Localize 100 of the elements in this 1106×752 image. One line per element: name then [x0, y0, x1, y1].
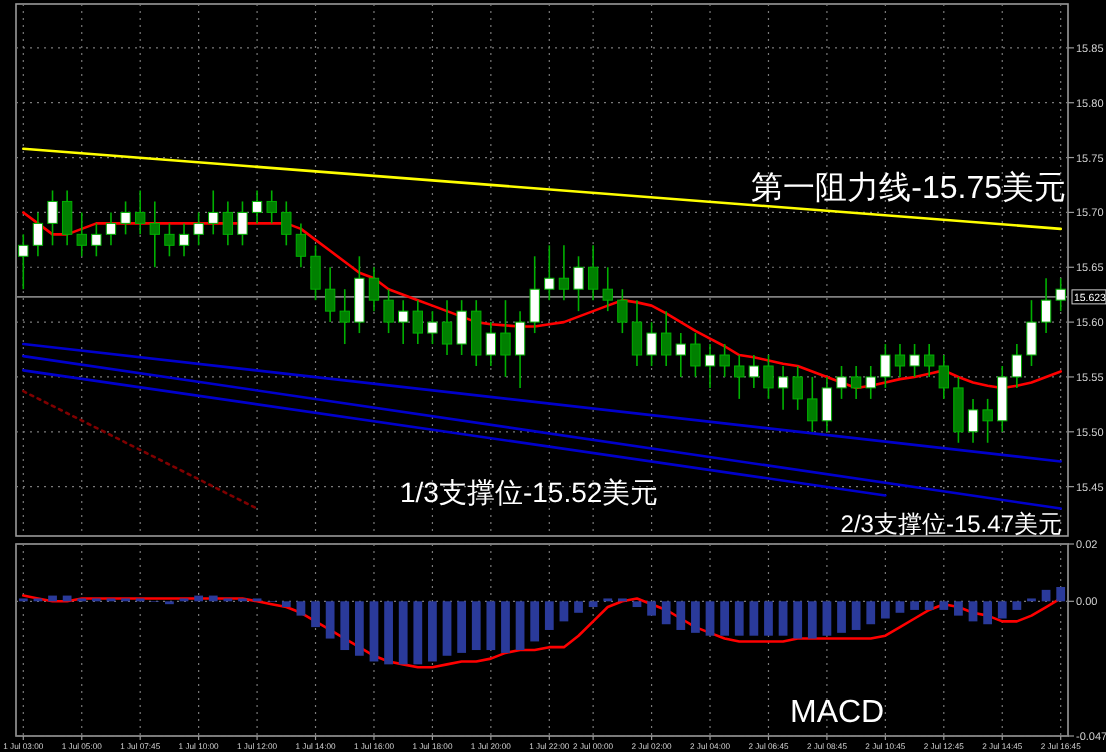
bar: [471, 601, 481, 651]
bar: [997, 601, 1007, 619]
bar: [661, 601, 671, 625]
candlestick: [558, 244, 570, 301]
candlestick: [704, 343, 716, 389]
candlestick: [836, 365, 847, 400]
bar: [939, 601, 949, 610]
bar: [647, 601, 656, 616]
bar: [968, 601, 978, 622]
candlestick: [602, 266, 613, 312]
bar: [837, 601, 846, 633]
bar: [1012, 601, 1022, 610]
candlestick: [61, 189, 73, 247]
candlestick: [690, 332, 701, 378]
candlestick: [456, 299, 467, 356]
candlestick: [251, 189, 263, 225]
candlestick: [617, 288, 628, 334]
candlestick: [178, 222, 190, 258]
bar: [720, 601, 730, 636]
bar: [354, 601, 364, 656]
candlestick: [807, 376, 818, 433]
candlestick: [1040, 277, 1052, 334]
bar: [983, 601, 993, 625]
bar: [48, 595, 57, 602]
bar: [340, 601, 350, 651]
bar: [764, 601, 773, 636]
bar: [749, 601, 759, 636]
bar: [880, 601, 890, 619]
candlestick: [354, 255, 365, 334]
candlestick: [734, 354, 745, 400]
bar: [544, 601, 554, 630]
candlestick: [529, 255, 540, 334]
candlestick: [763, 354, 774, 400]
candlestick: [324, 266, 336, 323]
bar: [910, 601, 919, 610]
candlestick: [368, 266, 380, 312]
bar: [705, 601, 715, 636]
candlestick: [514, 310, 526, 389]
bar: [62, 595, 72, 602]
candlestick: [909, 343, 920, 378]
candlestick: [573, 255, 584, 312]
candlestick: [47, 189, 58, 247]
annotation: MACD: [790, 696, 885, 730]
candlestick: [427, 310, 438, 345]
bar: [486, 601, 496, 651]
bar: [398, 601, 408, 665]
candlestick: [894, 343, 906, 378]
bar: [530, 601, 540, 642]
bar: [428, 601, 437, 662]
candlestick: [471, 299, 482, 367]
candlestick: [982, 398, 993, 444]
candlestick: [76, 211, 87, 258]
candlestick: [222, 200, 234, 247]
bar: [501, 601, 510, 653]
bar: [559, 601, 569, 622]
candlestick: [719, 343, 730, 378]
candlestick: [310, 244, 321, 301]
bar: [208, 595, 218, 602]
candlestick: [850, 365, 862, 400]
candlestick: [18, 233, 29, 290]
annotation: 1/3支撑位-15.52美元: [400, 476, 659, 508]
candlestick: [544, 244, 555, 301]
candlestick: [193, 211, 204, 247]
bar: [778, 601, 788, 636]
candlestick: [587, 244, 599, 301]
bar: [895, 601, 905, 613]
bar: [807, 601, 817, 639]
candlestick: [792, 365, 803, 411]
candlestick: [997, 365, 1008, 433]
bar: [632, 601, 642, 608]
bar: [325, 601, 335, 639]
bar: [384, 601, 393, 665]
annotation: 2/3支撑位-15.47美元: [840, 510, 1062, 538]
bar: [369, 601, 379, 662]
candlestick: [953, 376, 964, 444]
candlestick: [748, 354, 760, 389]
bar: [515, 601, 525, 651]
candlestick: [441, 299, 453, 356]
line-series: [22, 594, 1062, 669]
candlestick: [880, 343, 891, 389]
bar: [1056, 586, 1066, 602]
bar: [793, 601, 803, 639]
bar: [281, 601, 291, 608]
candlestick: [383, 288, 394, 334]
bar: [924, 601, 934, 610]
candlestick: [237, 200, 248, 247]
candlestick: [339, 288, 350, 345]
bar: [442, 601, 452, 656]
bar: [588, 601, 598, 608]
bar: [954, 601, 963, 616]
candlestick: [266, 189, 277, 225]
candlestick: [164, 222, 175, 258]
candlestick: [105, 211, 117, 247]
candlestick: [967, 398, 979, 444]
candlestick: [91, 222, 102, 258]
bar: [866, 601, 876, 625]
candlestick: [281, 200, 292, 247]
candlestick: [295, 222, 307, 269]
annotation: 第一阻力线-15.75美元: [751, 170, 1066, 206]
bar: [194, 595, 204, 602]
